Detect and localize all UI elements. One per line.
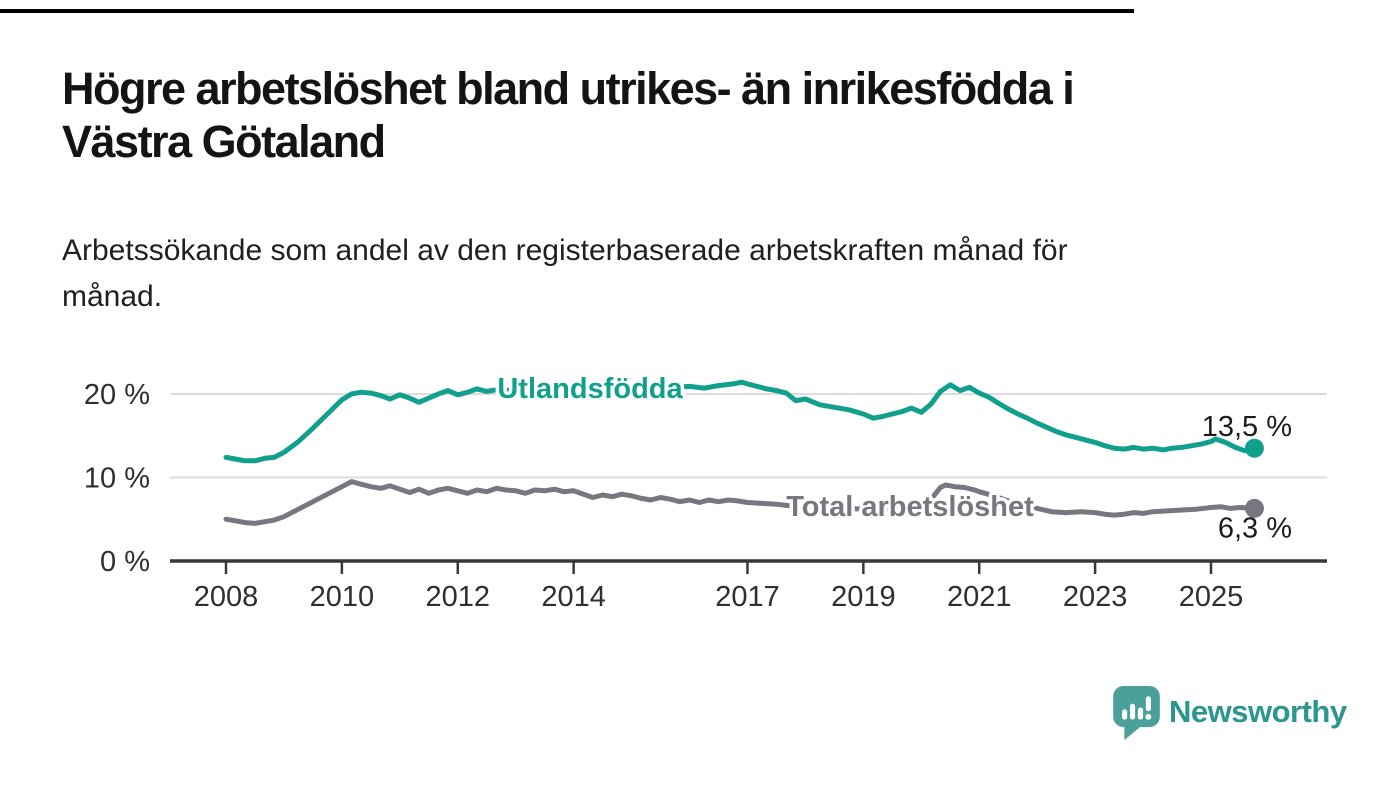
- x-axis-label: 2010: [310, 581, 375, 613]
- newsworthy-logo: Newsworthy: [1113, 686, 1347, 742]
- end-value-label-total: 6,3 %: [1218, 512, 1292, 544]
- top-border: [0, 9, 1134, 13]
- chart-subtitle-line1: Arbetssökande som andel av den registerb…: [62, 234, 1068, 267]
- x-axis-label: 2014: [541, 581, 606, 613]
- x-axis-label: 2017: [715, 581, 780, 613]
- chart-title: Högre arbetslöshet bland utrikes- än inr…: [62, 62, 1302, 168]
- end-value-label-utlandsfodda: 13,5 %: [1202, 411, 1292, 443]
- series-label-total: Total arbetslöshet: [786, 491, 1034, 523]
- chart-subtitle: Arbetssökande som andel av den registerb…: [62, 228, 1302, 320]
- x-axis-label: 2008: [194, 581, 259, 613]
- x-axis-label: 2019: [831, 581, 896, 613]
- endpoint-dot-utlandsfodda: [1244, 438, 1264, 458]
- chart-title-line2: Västra Götaland: [62, 116, 386, 167]
- endpoint-dot-total: [1244, 498, 1264, 518]
- logo-exclamation-bar: [1145, 696, 1151, 712]
- x-axis-label: 2023: [1063, 581, 1128, 613]
- series-line-utlandsfodda: [223, 379, 1257, 464]
- logo-exclamation-dot: [1145, 713, 1152, 720]
- y-axis-label: 10 %: [84, 462, 150, 494]
- x-axis-label: 2025: [1179, 581, 1244, 613]
- series-label-utlandsfodda: Utlandsfödda: [497, 373, 683, 405]
- chart-subtitle-line2: månad.: [62, 280, 163, 313]
- logo-bar-mid: [1137, 707, 1144, 720]
- x-axis-label: 2021: [947, 581, 1012, 613]
- chart-title-line1: Högre arbetslöshet bland utrikes- än inr…: [62, 63, 1075, 114]
- series-line-total: [223, 479, 1257, 526]
- y-axis-label: 20 %: [84, 379, 150, 411]
- x-axis-label: 2012: [426, 581, 491, 613]
- logo-bar-short: [1122, 709, 1128, 720]
- y-axis-label: 0 %: [100, 546, 150, 578]
- logo-bar-tall: [1129, 703, 1136, 720]
- newsworthy-wordmark: Newsworthy: [1169, 694, 1347, 729]
- newsworthy-speech-bubble-icon: [1113, 686, 1160, 741]
